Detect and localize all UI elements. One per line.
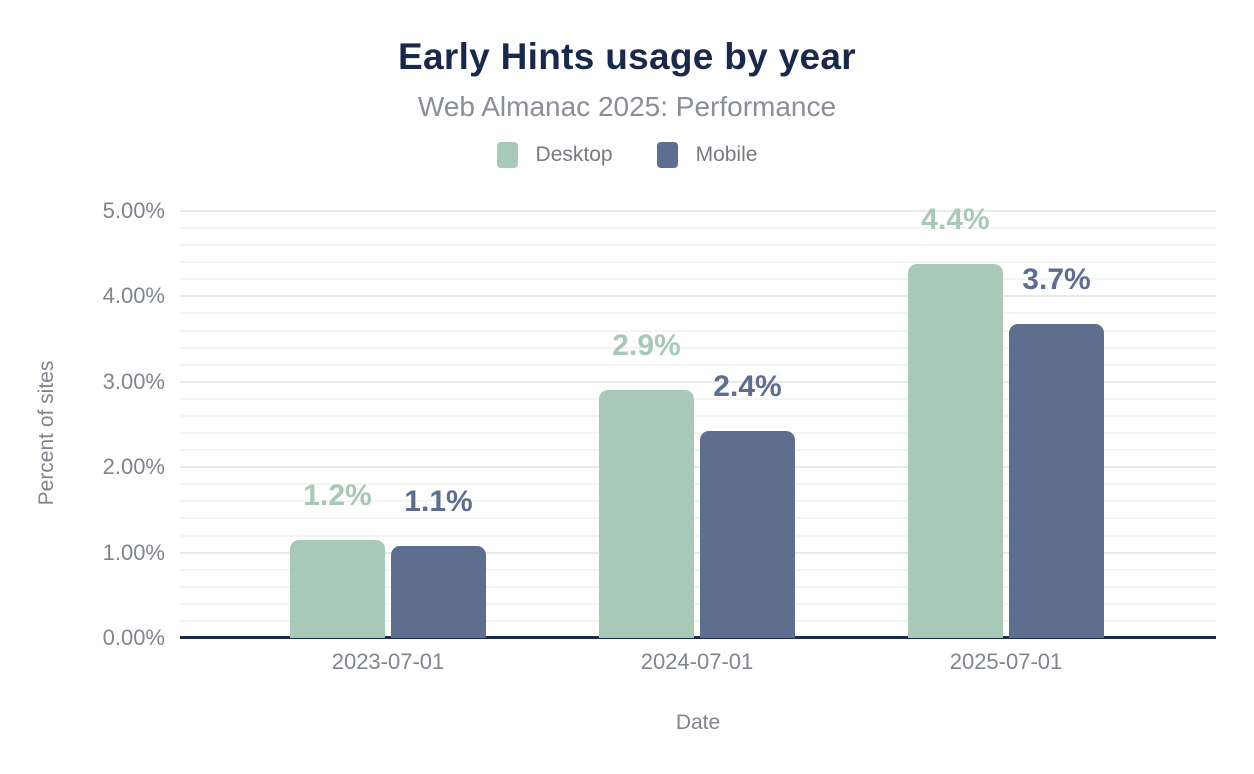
minor-gridline — [180, 568, 1216, 571]
x-tick-label: 2025-07-01 — [949, 649, 1063, 674]
legend-item-mobile: Mobile — [656, 142, 758, 168]
legend-swatch-desktop — [496, 142, 518, 168]
major-gridline — [180, 295, 1216, 298]
minor-gridline — [180, 363, 1216, 366]
bar-desktop-2023-07-01: 1.2% — [290, 480, 385, 638]
y-tick-label: 2.00% — [102, 454, 165, 480]
bar-group-2024-07-01: 2.9% 2.4% 2024-07-01 — [599, 211, 795, 674]
minor-gridline — [180, 517, 1216, 520]
minor-gridline — [180, 397, 1216, 400]
bar-value-label: 1.2% — [303, 478, 372, 512]
bar-value-label: 2.4% — [713, 370, 782, 404]
x-axis-title: Date — [675, 711, 721, 734]
bar-group-2023-07-01: 1.2% 1.1% 2023-07-01 — [290, 211, 486, 674]
major-gridline — [180, 466, 1216, 469]
legend-label: Desktop — [535, 143, 613, 166]
minor-gridline — [180, 312, 1216, 315]
y-tick-label: 0.00% — [102, 625, 165, 650]
plot-area: 1.2% 1.1% 2023-07-01 2.9% 2.4% 2024-07-01 4.4%… — [180, 204, 1216, 674]
minor-gridline — [180, 500, 1216, 503]
chart-subtitle: Web Almanac 2025: Performance — [417, 91, 837, 122]
bar-mobile-2024-07-01: 2.4% — [700, 372, 795, 638]
x-tick-label: 2024-07-01 — [640, 649, 754, 674]
y-axis-ticks: 0.00% 1.00% 2.00% 3.00% 4.00% 5.00% — [0, 200, 165, 649]
bar-value-label: 4.4% — [921, 202, 990, 236]
minor-gridline — [180, 329, 1216, 332]
y-tick-label: 4.00% — [102, 283, 165, 309]
legend-item-desktop: Desktop — [496, 142, 613, 168]
minor-gridline — [180, 483, 1216, 486]
minor-gridline — [180, 278, 1216, 281]
bar-value-label: 2.9% — [612, 329, 681, 363]
bar-value-label: 3.7% — [1022, 262, 1091, 296]
bar-groups: 1.2% 1.1% 2023-07-01 2.9% 2.4% 2024-07-01 4.4%… — [180, 204, 1216, 674]
legend-label: Mobile — [695, 143, 758, 166]
bar-desktop-2025-07-01: 4.4% — [908, 204, 1003, 638]
bar-mobile-2023-07-01: 1.1% — [391, 486, 486, 638]
minor-gridline — [180, 227, 1216, 230]
legend-swatch-mobile — [656, 142, 678, 168]
legend: Desktop Mobile — [0, 142, 1254, 168]
minor-gridline — [180, 261, 1216, 264]
major-gridline — [180, 380, 1216, 383]
y-tick-label: 5.00% — [102, 198, 165, 223]
x-tick-label: 2023-07-01 — [331, 649, 445, 674]
major-gridline — [180, 210, 1216, 212]
y-tick-label: 1.00% — [102, 539, 165, 565]
bar-value-label: 1.1% — [404, 484, 473, 518]
minor-gridline — [180, 534, 1216, 537]
bar-desktop-2024-07-01: 2.9% — [599, 331, 694, 638]
minor-gridline — [180, 346, 1216, 349]
minor-gridline — [180, 449, 1216, 452]
minor-gridline — [180, 602, 1216, 605]
minor-gridline — [180, 432, 1216, 435]
bar-mobile-2025-07-01: 3.7% — [1009, 264, 1104, 638]
major-gridline — [180, 551, 1216, 554]
minor-gridline — [180, 585, 1216, 588]
y-tick-label: 3.00% — [102, 368, 165, 394]
minor-gridline — [180, 414, 1216, 417]
chart-title: Early Hints usage by year — [398, 36, 856, 77]
minor-gridline — [180, 244, 1216, 247]
bar-group-2025-07-01: 4.4% 3.7% 2025-07-01 — [908, 204, 1104, 674]
minor-gridline — [180, 619, 1216, 622]
x-axis-line — [180, 636, 1216, 639]
